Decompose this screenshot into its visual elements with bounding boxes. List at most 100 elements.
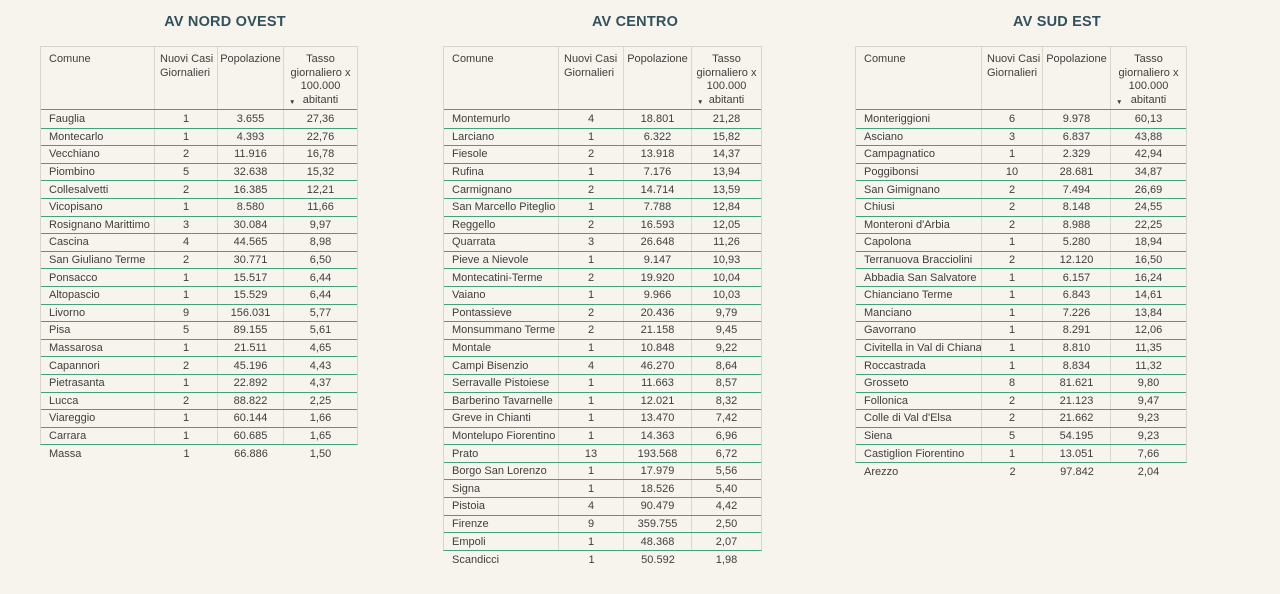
popolazione-cell: 18.526: [624, 480, 692, 498]
column-header-nuovi-casi[interactable]: Nuovi Casi Giornalieri: [982, 47, 1043, 109]
table-row: Rufina 1 7.176 13,94: [444, 162, 761, 181]
table-row: Montecarlo 1 4.393 22,76: [41, 127, 357, 146]
table-row: Capolona 1 5.280 18,94: [856, 233, 1186, 251]
nuovi-casi-cell: 2: [155, 392, 218, 410]
comune-cell: Pieve a Nievole: [444, 251, 559, 269]
nuovi-casi-cell: 5: [155, 322, 218, 339]
popolazione-cell: 44.565: [218, 234, 284, 251]
popolazione-cell: 16.593: [624, 216, 692, 234]
column-header-tasso[interactable]: Tasso giornaliero x 100.000 abitanti ▼: [692, 47, 761, 109]
table-row: Massarosa 1 21.511 4,65: [41, 338, 357, 357]
comune-cell: Capolona: [856, 234, 982, 251]
tasso-cell: 10,93: [712, 254, 741, 267]
region-title: AV CENTRO: [591, 14, 679, 30]
table-row: Serravalle Pistoiese 1 11.663 8,57: [444, 373, 761, 392]
column-header-comune[interactable]: Comune: [41, 47, 155, 109]
nuovi-casi-cell: 1: [155, 339, 218, 357]
nuovi-casi-cell: 1: [559, 480, 624, 498]
tasso-cell: 16,24: [1134, 271, 1163, 284]
comune-cell: Vicopisano: [41, 198, 155, 216]
comune-cell: Scandicci: [452, 553, 500, 566]
popolazione-cell: 21.511: [218, 339, 284, 357]
nuovi-casi-cell: 1: [982, 146, 1043, 163]
tasso-cell: 12,21: [306, 183, 335, 196]
tasso-cell: 5,56: [715, 465, 738, 478]
nuovi-casi-cell: 2: [559, 181, 624, 198]
popolazione-cell: 66.886: [234, 448, 268, 461]
comune-cell: Carmignano: [444, 181, 559, 198]
popolazione-cell: 89.155: [218, 322, 284, 339]
tasso-cell: 6,44: [309, 271, 332, 284]
tasso-cell: 15,82: [712, 130, 741, 143]
comune-cell: Empoli: [444, 533, 559, 550]
table-row: Vicopisano 1 8.580 11,66: [41, 197, 357, 216]
comune-cell: Monteriggioni: [856, 110, 982, 128]
sort-descending-icon: ▼: [1116, 99, 1123, 106]
nuovi-casi-cell: 1: [155, 198, 218, 216]
popolazione-cell: 6.843: [1043, 286, 1111, 304]
nuovi-casi-cell: 2: [155, 357, 218, 374]
comune-cell: Rosignano Marittimo: [41, 216, 155, 234]
column-header-comune[interactable]: Comune: [856, 47, 982, 109]
tasso-cell: 11,26: [713, 236, 740, 249]
table-row: San Marcello Piteglio 1 7.788 12,84: [444, 197, 761, 216]
tasso-cell: 4,43: [309, 359, 332, 372]
column-header-popolazione[interactable]: Popolazione: [218, 47, 284, 109]
column-header-tasso[interactable]: Tasso giornaliero x 100.000 abitanti ▼: [1111, 47, 1186, 109]
tasso-cell: 14,37: [712, 148, 741, 161]
table-row: Pontassieve 2 20.436 9,79: [444, 303, 761, 322]
column-header-nuovi-casi[interactable]: Nuovi Casi Giornalieri: [559, 47, 624, 109]
table-av-nord-ovest: Comune Nuovi Casi Giornalieri Popolazion…: [40, 46, 358, 463]
column-header-nuovi-casi[interactable]: Nuovi Casi Giornalieri: [155, 47, 218, 109]
popolazione-cell: 11.663: [624, 374, 692, 392]
comune-cell: Pontassieve: [444, 304, 559, 322]
tasso-cell: 11,35: [1135, 342, 1162, 355]
tasso-cell: 9,45: [715, 324, 738, 337]
nuovi-casi-cell: 1: [155, 128, 218, 146]
tasso-cell: 5,77: [309, 306, 332, 319]
comune-cell: Reggello: [444, 216, 559, 234]
table-row: Manciano 1 7.226 13,84: [856, 303, 1186, 322]
comune-cell: Cascina: [41, 234, 155, 251]
popolazione-cell: 17.979: [624, 462, 692, 480]
comune-cell: San Giuliano Terme: [41, 251, 155, 269]
popolazione-cell: 7.176: [624, 163, 692, 181]
comune-cell: Quarrata: [444, 234, 559, 251]
comune-cell: Civitella in Val di Chiana: [856, 339, 982, 357]
column-header-tasso[interactable]: Tasso giornaliero x 100.000 abitanti ▼: [284, 47, 357, 109]
comune-cell: Altopascio: [41, 286, 155, 304]
nuovi-casi-cell: 1: [155, 374, 218, 392]
nuovi-casi-cell: 2: [982, 198, 1043, 216]
nuovi-casi-cell: 2: [982, 392, 1043, 410]
tasso-cell: 11,66: [307, 201, 334, 214]
sort-descending-icon: ▼: [697, 99, 704, 106]
comune-cell: Pietrasanta: [41, 374, 155, 392]
comune-cell: Chiusi: [856, 198, 982, 216]
table-row: San Gimignano 2 7.494 26,69: [856, 180, 1186, 198]
nuovi-casi-cell: 2: [982, 181, 1043, 198]
table-row: Monteroni d'Arbia 2 8.988 22,25: [856, 215, 1186, 234]
table-border-box: Comune Nuovi Casi Giornalieri Popolazion…: [855, 46, 1187, 463]
nuovi-casi-cell: 6: [982, 110, 1043, 128]
column-header-comune[interactable]: Comune: [444, 47, 559, 109]
tasso-cell: 5,40: [715, 482, 738, 495]
table-row: Signa 1 18.526 5,40: [444, 479, 761, 498]
table-border-box: Comune Nuovi Casi Giornalieri Popolazion…: [40, 46, 358, 446]
comune-cell: Fiesole: [444, 146, 559, 163]
table-last-row-outside: Scandicci 1 50.592 1,98: [443, 551, 762, 569]
popolazione-cell: 6.837: [1043, 128, 1111, 146]
table-row: Altopascio 1 15.529 6,44: [41, 285, 357, 304]
popolazione-cell: 7.788: [624, 198, 692, 216]
tasso-cell: 13,59: [712, 183, 741, 196]
table-row: Pietrasanta 1 22.892 4,37: [41, 373, 357, 392]
nuovi-casi-cell: 5: [982, 427, 1043, 445]
tasso-cell: 2,50: [715, 517, 738, 530]
tasso-cell: 2,07: [715, 535, 738, 548]
popolazione-cell: 50.592: [641, 553, 675, 566]
column-header-popolazione[interactable]: Popolazione: [624, 47, 692, 109]
table-row: Montelupo Fiorentino 1 14.363 6,96: [444, 426, 761, 445]
comune-cell: Vecchiano: [41, 146, 155, 163]
column-header-popolazione[interactable]: Popolazione: [1043, 47, 1111, 109]
region-av-sud-est: AV SUD EST Comune Nuovi Casi Giornalieri…: [855, 13, 1259, 480]
popolazione-cell: 32.638: [218, 163, 284, 181]
